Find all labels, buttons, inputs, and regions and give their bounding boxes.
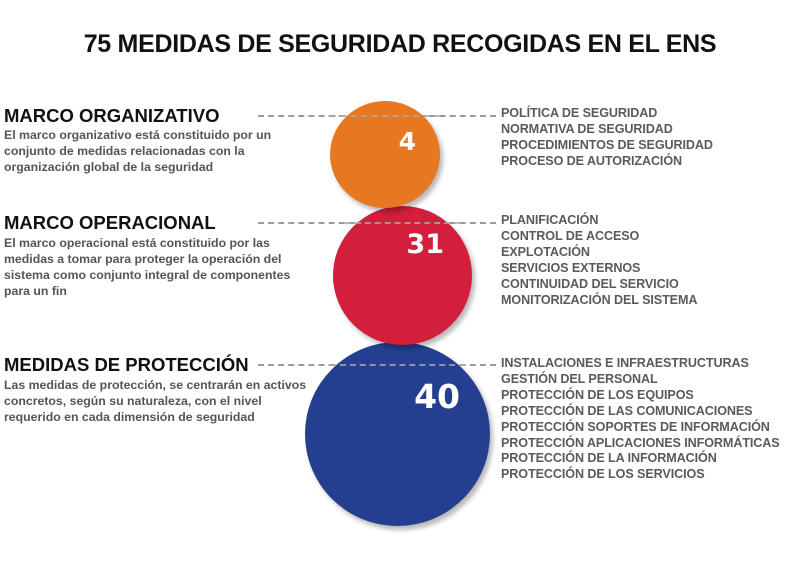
list-item: PROCESO DE AUTORIZACIÓN — [501, 153, 683, 168]
circle-proteccion — [305, 342, 490, 526]
list-item: MONITORIZACIÓN DEL SISTEMA — [501, 292, 698, 307]
list-item: PROTECCIÓN DE LA INFORMACIÓN — [501, 451, 717, 466]
list-item: PROTECCIÓN APLICACIONES INFORMÁTICAS — [501, 435, 780, 450]
page-title: 75 MEDIDAS DE SEGURIDAD RECOGIDAS EN EL … — [83, 30, 717, 58]
list-item: GESTIÓN DEL PERSONAL — [501, 371, 658, 386]
list-item: POLÍTICA DE SEGURIDAD — [501, 106, 658, 120]
list-item: PROTECCIÓN SOPORTES DE INFORMACIÓN — [501, 419, 770, 434]
count-proteccion: 40 — [414, 377, 460, 416]
count-organizativo: 4 — [398, 127, 416, 156]
list-item: EXPLOTACIÓN — [501, 244, 590, 259]
list-item: CONTINUIDAD DEL SERVICIO — [501, 276, 679, 291]
list-item: PROCEDIMIENTOS DE SEGURIDAD — [501, 137, 713, 152]
connector-overlay-proteccion — [330, 364, 465, 366]
section-desc-organizativo: El marco organizativo está constituido p… — [4, 128, 272, 174]
connector-overlay-operacional — [345, 222, 460, 224]
items-list-operacional: PLANIFICACIÓN CONTROL DE ACCESO EXPLOTAC… — [501, 213, 697, 308]
count-operacional: 31 — [406, 229, 444, 260]
circle-operacional — [333, 206, 472, 345]
list-item: PROTECCIÓN DE LOS SERVICIOS — [501, 467, 705, 482]
section-desc-proteccion: Las medidas de protección, se centrarán … — [4, 378, 307, 424]
section-title-operacional: MARCO OPERACIONAL — [4, 212, 216, 233]
list-item: PROTECCIÓN DE LAS COMUNICACIONES — [501, 403, 753, 418]
items-list-proteccion: INSTALACIONES E INFRAESTRUCTURAS GESTIÓN… — [501, 356, 780, 483]
connector-overlay-organizativo — [330, 115, 440, 117]
list-item: NORMATIVA DE SEGURIDAD — [501, 121, 673, 136]
list-item: PLANIFICACIÓN — [501, 213, 599, 227]
section-title-proteccion: MEDIDAS DE PROTECCIÓN — [4, 354, 249, 375]
section-desc-operacional: El marco operacional está constituido po… — [4, 236, 291, 298]
list-item: INSTALACIONES E INFRAESTRUCTURAS — [501, 356, 749, 370]
section-title-organizativo: MARCO ORGANIZATIVO — [4, 105, 220, 126]
list-item: CONTROL DE ACCESO — [501, 228, 640, 243]
list-item: SERVICIOS EXTERNOS — [501, 260, 641, 275]
items-list-organizativo: POLÍTICA DE SEGURIDAD NORMATIVA DE SEGUR… — [501, 106, 713, 170]
list-item: PROTECCIÓN DE LOS EQUIPOS — [501, 387, 694, 402]
circle-organizativo — [330, 101, 440, 208]
